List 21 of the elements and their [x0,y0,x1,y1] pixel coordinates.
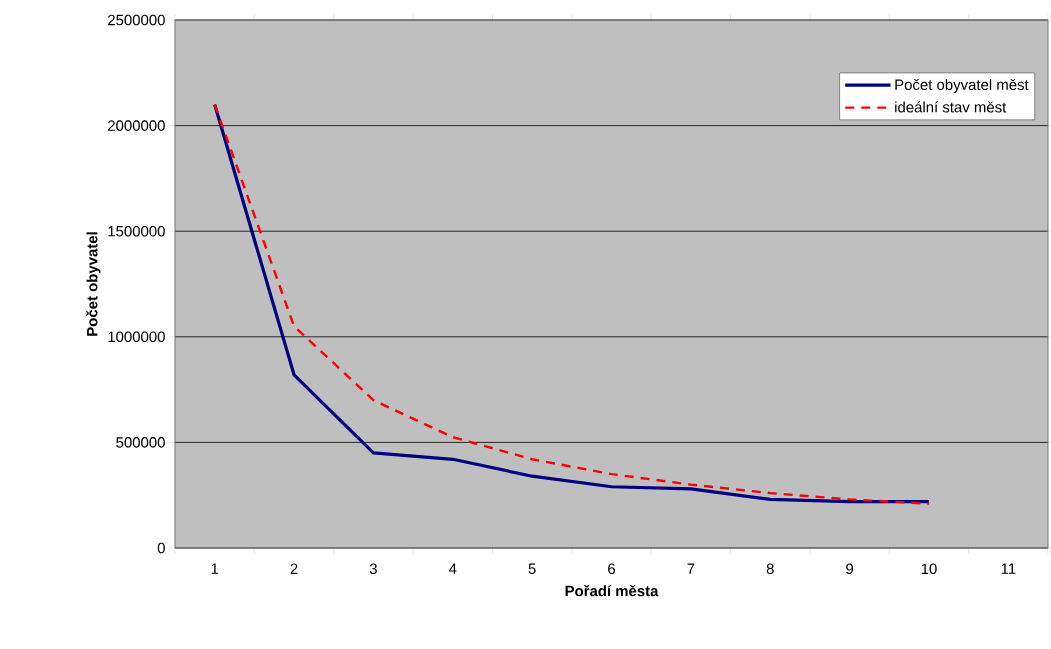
y-tick-label: 500000 [116,437,165,448]
y-tick-label: 2000000 [108,120,165,131]
x-tick-label: 11 [1001,563,1016,574]
x-tick-label: 8 [766,563,774,575]
x-tick-label: 2 [290,563,298,574]
x-tick-label: 5 [528,563,536,574]
y-tick-label: 2500000 [108,14,165,26]
x-tick-label: 10 [921,563,937,575]
x-tick-label: 7 [687,563,695,574]
y-axis-title: Počet obyvatel [86,232,101,336]
x-tick-label: 9 [846,563,854,575]
legend-label: Počet obyvatel měst [895,78,1029,93]
x-tick-label: 4 [448,563,457,574]
x-tick-label: 6 [608,563,616,575]
y-tick-label: 1000000 [108,331,165,343]
x-tick-label: 1 [211,563,219,574]
x-axis-title: Pořadí města [565,584,659,597]
y-tick-label: 0 [157,542,165,554]
y-tick-label: 1500000 [108,225,165,237]
legend-label: ideální stav měst [895,101,1007,113]
x-tick-label: 3 [369,563,377,575]
